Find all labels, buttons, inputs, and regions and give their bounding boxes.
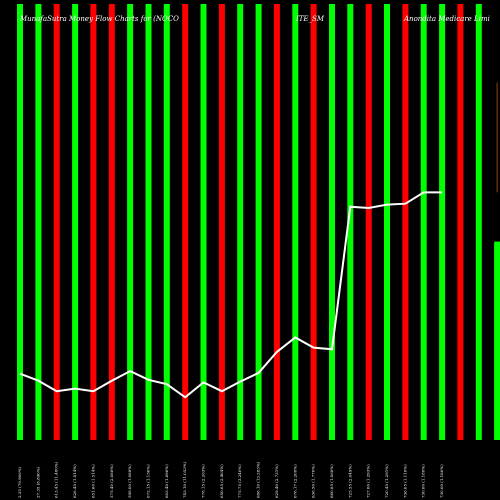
x-tick-label: 27.35 (8.890%)	[35, 466, 40, 498]
title-part-2: ITE_SM	[295, 15, 325, 23]
bar-2	[35, 4, 42, 440]
bar-14	[255, 4, 262, 440]
bar-8	[145, 4, 152, 440]
x-tick-label: 629.40 (2.731%)	[274, 464, 279, 498]
x-tick-label: 743.10 (11.053%)	[182, 461, 187, 498]
x-tick-label: 730.00 (1.180%)	[421, 464, 426, 498]
x-tick-label: 603.40 (1.896%)	[164, 464, 169, 498]
bar-12	[218, 4, 225, 440]
chart-title: MunafaSutra Money Flow Charts for (NOCO …	[19, 15, 490, 23]
x-tick-label: 613.45 (11.480%)	[54, 461, 59, 498]
bar-7	[127, 4, 134, 440]
x-tick-label: 725.55 (2.049%)	[347, 464, 352, 498]
bar-13	[237, 4, 244, 440]
x-tick-label: 651.60 (1.514%)	[90, 464, 95, 498]
bar-20	[365, 4, 372, 440]
bar-17	[310, 4, 317, 440]
title-part-3: Anondita Medicare Limi	[403, 15, 490, 23]
bar-25	[457, 4, 464, 440]
x-tick-label: 575.40 (2.088%)	[109, 464, 114, 498]
x-tick-label: 730.00 (1.180%)	[439, 464, 444, 498]
x-tick-label: 660.85 (1.068%)	[329, 464, 334, 498]
bar-10	[182, 4, 189, 440]
bar-5	[90, 4, 97, 440]
bar-23	[420, 4, 427, 440]
money-flow-line	[19, 191, 443, 399]
bar-22	[402, 4, 409, 440]
x-tick-label: 676.17 (2.208%)	[292, 464, 297, 498]
x-tick-label: 636.50 (1.770%)	[311, 464, 316, 498]
bars-group	[17, 4, 500, 440]
bar-6	[108, 4, 115, 440]
bar-1	[17, 4, 23, 440]
bar-27	[494, 241, 500, 440]
bar-16	[292, 4, 299, 440]
bar-18	[329, 4, 335, 440]
x-tick-label: 775.75 (3.240%)	[237, 464, 242, 498]
x-tick-label: 686.10 (13.283%)	[256, 461, 261, 498]
x-tick-label: 2.35 (79.906%)	[17, 466, 22, 498]
x-tick-label: 626.45 (1.814%)	[72, 464, 77, 498]
bar-9	[163, 4, 170, 440]
x-tick-label: 650.65 (2.464%)	[219, 464, 224, 498]
x-tick-label: 736.05 (1.116%)	[402, 464, 407, 498]
bar-3	[53, 4, 60, 440]
bar-26	[475, 4, 482, 440]
x-tick-label: 778.15 (2.263%)	[201, 464, 206, 498]
x-tick-label: 720.45 (1.281%)	[384, 464, 389, 498]
x-tick-label: 598.00 (1.088%)	[127, 464, 132, 498]
bar-4	[72, 4, 79, 440]
x-tick-label: 727.00 (1.293%)	[366, 464, 371, 498]
bar-19	[347, 4, 354, 440]
x-tick-labels: 2.35 (79.906%) 27.35 (8.890%) 613.45 (11.4…	[17, 461, 444, 498]
title-part-1: MunafaSutra Money Flow Charts for (NOCO	[19, 15, 179, 23]
bar-21	[384, 4, 390, 440]
bar-24	[439, 4, 446, 440]
x-tick-label: 672.15 (1.156%)	[146, 464, 151, 498]
bar-15	[273, 4, 280, 440]
bar-11	[200, 4, 207, 440]
